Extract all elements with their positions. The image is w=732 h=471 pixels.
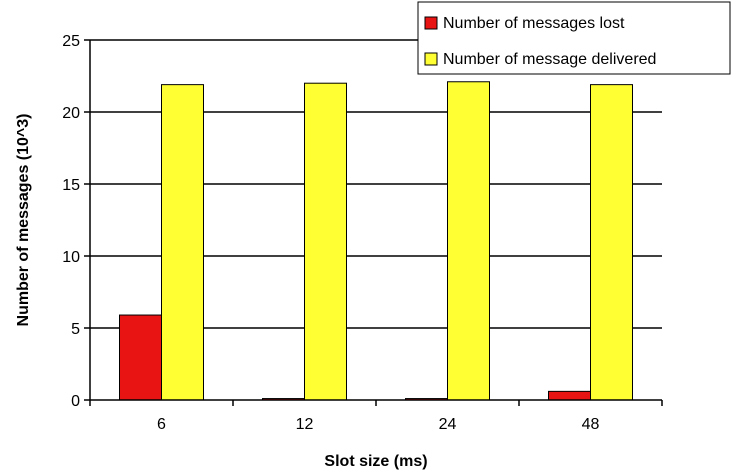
y-axis-title: Number of messages (10^3) bbox=[15, 114, 32, 327]
y-tick-label: 15 bbox=[62, 177, 80, 194]
y-tick-label: 0 bbox=[71, 393, 80, 410]
y-tick-label: 20 bbox=[62, 105, 80, 122]
bars bbox=[119, 81, 633, 401]
bar-delivered-6 bbox=[161, 84, 204, 401]
x-tick-label: 24 bbox=[439, 416, 457, 433]
x-tick-label: 12 bbox=[296, 416, 314, 433]
legend-swatch-lost bbox=[424, 16, 438, 30]
x-axis-title: Slot size (ms) bbox=[324, 453, 427, 470]
legend: Number of messages lost Number of messag… bbox=[417, 1, 731, 75]
x-tick-label: 6 bbox=[157, 416, 166, 433]
y-tick-label: 5 bbox=[71, 321, 80, 338]
bar-delivered-24 bbox=[447, 81, 490, 401]
bar-lost-6 bbox=[119, 314, 162, 401]
y-ticks: 0 5 10 15 20 25 bbox=[62, 33, 90, 410]
legend-box bbox=[417, 1, 731, 75]
y-tick-label: 10 bbox=[62, 249, 80, 266]
x-tick-label: 48 bbox=[582, 416, 600, 433]
legend-swatch-delivered bbox=[424, 52, 438, 66]
x-ticks: 6 12 24 48 bbox=[89, 400, 663, 433]
bar-delivered-12 bbox=[304, 82, 347, 401]
bar-delivered-48 bbox=[590, 84, 633, 401]
legend-label-lost: Number of messages lost bbox=[443, 15, 625, 32]
legend-label-delivered: Number of message delivered bbox=[443, 51, 656, 68]
y-tick-label: 25 bbox=[62, 33, 80, 50]
bar-lost-48 bbox=[548, 390, 591, 401]
